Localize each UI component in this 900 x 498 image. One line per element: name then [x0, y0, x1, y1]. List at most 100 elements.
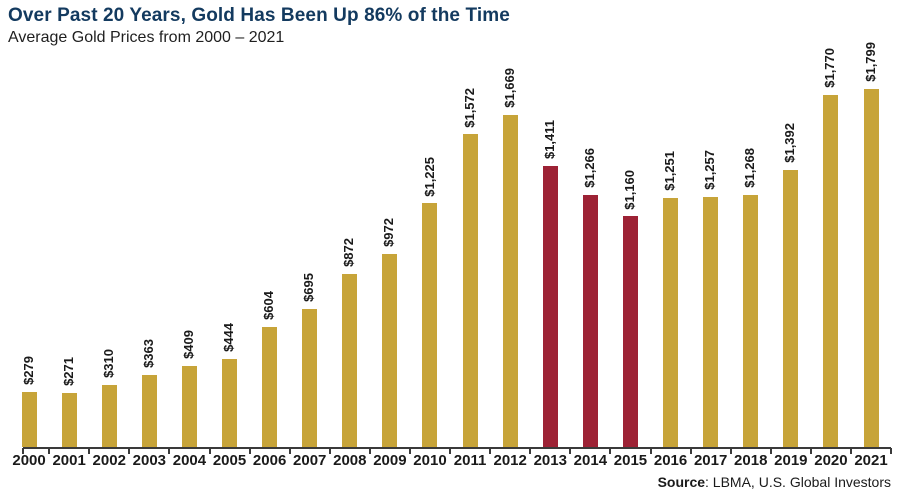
value-label-2020: $1,770 — [822, 48, 838, 88]
value-label-2015: $1,160 — [621, 169, 637, 210]
bar-2009 — [382, 253, 398, 447]
source-text: : LBMA, U.S. Global Investors — [705, 474, 891, 490]
x-axis-line — [23, 447, 891, 449]
year-label-2005: 2005 — [212, 452, 247, 469]
axis-tick — [689, 448, 692, 454]
value-label-2002: $310 — [100, 349, 116, 379]
value-label-2016: $1,251 — [662, 151, 678, 192]
axis-tick — [408, 448, 411, 454]
bar-2003 — [141, 374, 157, 447]
axis-tick — [649, 448, 652, 454]
bar-2011 — [462, 134, 478, 447]
year-label-2003: 2003 — [132, 452, 167, 469]
bar-2002 — [101, 385, 117, 447]
bar-column-2016: $1,251 — [651, 30, 691, 447]
axis-tick — [288, 448, 291, 454]
axis-tick — [529, 448, 532, 454]
value-label-2019: $1,392 — [782, 123, 798, 164]
axis-tick — [609, 448, 612, 454]
bar-2001 — [61, 393, 77, 447]
bar-column-2011: $1,572 — [450, 30, 490, 447]
value-label-2013: $1,411 — [541, 120, 557, 160]
value-label-2014: $1,266 — [581, 148, 597, 189]
axis-tick — [208, 448, 211, 454]
bar-2021 — [863, 89, 879, 447]
year-label-2012: 2012 — [493, 452, 527, 469]
bar-2018 — [743, 194, 759, 447]
bar-column-2005: $444 — [209, 30, 249, 447]
bar-2008 — [342, 273, 358, 447]
bar-column-2000: $279 — [9, 30, 49, 447]
axis-tick — [849, 448, 852, 454]
bar-2007 — [302, 308, 318, 447]
bar-2019 — [783, 170, 799, 447]
value-label-2018: $1,268 — [742, 148, 758, 188]
bar-column-2012: $1,669 — [490, 30, 530, 447]
bar-column-2010: $1,225 — [410, 30, 450, 447]
year-label-2000: 2000 — [12, 452, 46, 469]
x-axis-labels: 2000 2001 2002 2003 2004 2005 2006 2007 2008 2009… — [9, 452, 891, 469]
value-label-2000: $279 — [20, 355, 36, 385]
bar-column-2008: $872 — [330, 30, 370, 447]
axis-tick — [88, 448, 91, 454]
axis-tick — [168, 448, 171, 454]
bar-column-2015: $1,160 — [610, 30, 650, 447]
bar-2013 — [542, 166, 558, 447]
value-label-2005: $444 — [221, 322, 237, 352]
year-label-2014: 2014 — [573, 452, 608, 469]
bar-column-2003: $363 — [129, 30, 169, 447]
axis-tick — [569, 448, 572, 454]
value-label-2007: $695 — [301, 272, 317, 302]
year-label-2011: 2011 — [453, 452, 487, 469]
value-label-2004: $409 — [180, 329, 196, 359]
year-label-2006: 2006 — [252, 452, 287, 469]
bar-2012 — [502, 115, 518, 447]
bar-column-2006: $604 — [250, 30, 290, 447]
bar-column-2018: $1,268 — [731, 30, 771, 447]
axis-tick — [729, 448, 732, 454]
axis-tick — [449, 448, 451, 454]
axis-tick — [368, 448, 371, 454]
axis-tick — [328, 448, 331, 454]
value-label-2009: $972 — [381, 217, 397, 247]
bar-2017 — [703, 197, 719, 447]
bar-2005 — [222, 358, 238, 447]
year-label-2019: 2019 — [774, 452, 808, 469]
bar-column-2001: $271 — [49, 30, 89, 447]
year-label-2013: 2013 — [533, 452, 567, 469]
bar-column-2004: $409 — [169, 30, 209, 447]
value-label-2001: $271 — [60, 357, 76, 387]
chart-title: Over Past 20 Years, Gold Has Been Up 86%… — [8, 5, 510, 26]
bar-column-2020: $1,770 — [811, 30, 851, 447]
axis-tick — [769, 448, 772, 454]
bar-column-2013: $1,411 — [530, 30, 570, 447]
value-label-2003: $363 — [140, 338, 156, 368]
value-label-2008: $872 — [341, 237, 357, 267]
value-label-2010: $1,225 — [421, 156, 437, 197]
year-label-2015: 2015 — [613, 452, 648, 469]
year-label-2018: 2018 — [734, 452, 768, 469]
year-label-2002: 2002 — [92, 452, 126, 469]
bar-2020 — [823, 95, 839, 447]
year-label-2020: 2020 — [814, 452, 848, 469]
axis-tick — [22, 448, 24, 454]
bar-column-2007: $695 — [290, 30, 330, 447]
bar-column-2002: $310 — [89, 30, 129, 447]
axis-tick — [890, 448, 892, 454]
year-label-2008: 2008 — [333, 452, 367, 469]
value-label-2017: $1,257 — [702, 150, 718, 190]
year-label-2001: 2001 — [52, 452, 86, 469]
axis-tick — [128, 448, 131, 454]
year-label-2016: 2016 — [653, 452, 688, 469]
bar-2004 — [181, 365, 197, 447]
year-label-2007: 2007 — [293, 452, 327, 469]
bar-2015 — [622, 216, 638, 447]
value-label-2011: $1,572 — [461, 87, 477, 128]
value-label-2006: $604 — [261, 290, 277, 320]
axis-tick — [48, 448, 51, 454]
source-note: Source: LBMA, U.S. Global Investors — [658, 474, 891, 490]
value-label-2012: $1,669 — [501, 68, 517, 109]
plot-area: $279 $271 $310 $363 $409 $444 $604 $695 $872 $972… — [9, 30, 891, 447]
bar-2000 — [21, 391, 37, 447]
